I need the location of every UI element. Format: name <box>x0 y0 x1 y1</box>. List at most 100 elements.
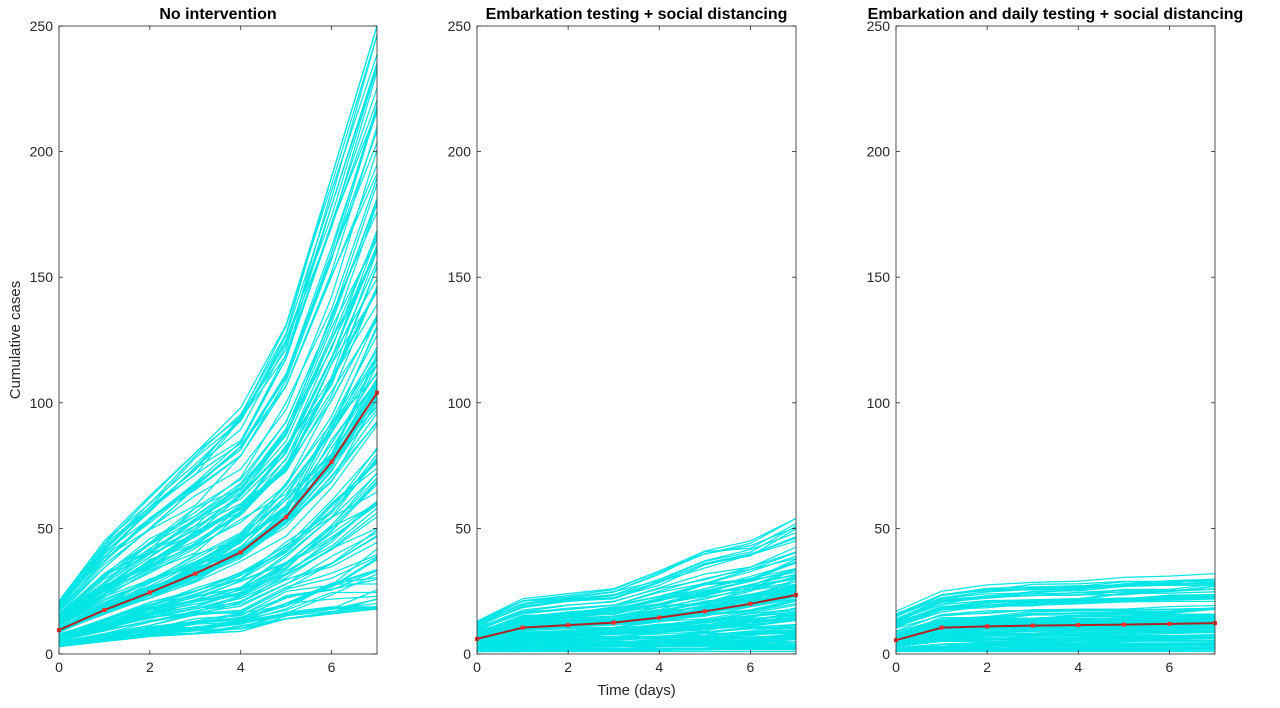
simulation-trace <box>896 633 1215 647</box>
simulation-trace <box>896 636 1215 647</box>
simulation-trace <box>59 608 377 646</box>
mean-point <box>102 608 107 613</box>
simulation-trace <box>477 614 796 644</box>
mean-point <box>284 515 289 520</box>
simulation-trace <box>59 554 377 644</box>
simulation-trace <box>477 644 796 652</box>
axes-box <box>58 25 378 655</box>
simulation-trace <box>59 320 377 625</box>
y-tick-label: 200 <box>30 144 54 160</box>
simulation-trace <box>59 34 377 602</box>
panel-2: 0 2 4 6 0 50 100 150 200 250 Embarkation testing +… <box>448 6 798 699</box>
simulation-trace <box>59 278 377 621</box>
simulation-trace <box>59 608 377 647</box>
y-axis-label: Cumulative cases <box>7 281 24 399</box>
simulation-trace <box>896 598 1215 629</box>
simulation-trace <box>477 571 796 634</box>
simulation-trace <box>59 480 377 639</box>
chart-title: Embarkation and daily testing + social d… <box>868 6 1244 23</box>
y-tick-label: 150 <box>867 269 891 285</box>
mean-point <box>657 615 662 620</box>
y-tick-label: 0 <box>45 646 53 662</box>
x-tick-label: 6 <box>747 659 755 675</box>
mean-point <box>1167 621 1172 626</box>
panel-1: 0 2 4 6 0 50 100 150 200 250 No intervention Cumula… <box>7 6 379 675</box>
simulation-trace <box>477 627 796 648</box>
simulation-trace <box>59 105 377 609</box>
simulation-trace <box>896 624 1215 642</box>
x-tick-label: 4 <box>1074 659 1082 675</box>
simulation-trace <box>59 35 377 604</box>
y-tick-label: 150 <box>448 269 472 285</box>
y-tick-label: 50 <box>874 520 890 536</box>
y-tick-label: 50 <box>37 520 53 536</box>
simulation-trace <box>59 403 377 632</box>
x-tick-label: 2 <box>983 659 991 675</box>
simulation-trace <box>59 541 377 642</box>
y-tick-label: 250 <box>867 18 891 34</box>
simulation-trace <box>477 602 796 642</box>
simulation-trace <box>477 546 796 629</box>
y-tick-label: 0 <box>463 646 471 662</box>
simulation-trace <box>896 604 1215 629</box>
mean-point <box>520 625 525 630</box>
mean-point <box>611 620 616 625</box>
chart-title: Embarkation testing + social distancing <box>486 6 788 23</box>
simulation-trace <box>59 447 377 636</box>
mean-point <box>985 624 990 629</box>
simulation-trace <box>896 588 1215 621</box>
simulation-trace <box>896 613 1215 636</box>
mean-line <box>895 622 1216 642</box>
simulation-trace <box>59 346 377 626</box>
simulation-trace <box>477 631 796 648</box>
simulation-trace <box>896 640 1215 649</box>
simulation-trace <box>59 532 377 642</box>
simulation-trace <box>59 559 377 644</box>
simulation-trace <box>477 575 796 636</box>
simulation-trace <box>896 596 1215 627</box>
x-tick-label: 0 <box>55 659 63 675</box>
simulation-trace <box>59 66 377 606</box>
mean-point <box>748 601 753 606</box>
simulation-trace <box>896 584 1215 617</box>
y-tick-label: 100 <box>448 395 472 411</box>
y-tick-label: 150 <box>30 269 54 285</box>
simulation-trace <box>59 177 377 615</box>
simulation-trace <box>59 211 377 620</box>
mean-point <box>147 590 152 595</box>
chart-title: No intervention <box>159 6 276 23</box>
simulation-trace <box>896 578 1215 615</box>
simulation-trace <box>477 528 796 625</box>
y-tick-label: 250 <box>448 18 472 34</box>
simulation-traces <box>896 572 1215 653</box>
axes-box <box>895 25 1216 655</box>
simulation-trace <box>59 164 377 612</box>
mean-point <box>1121 622 1126 627</box>
simulation-trace <box>59 569 377 645</box>
mean-point <box>238 550 243 555</box>
simulation-trace <box>59 573 377 647</box>
mean-point <box>193 571 198 576</box>
x-tick-label: 6 <box>328 659 336 675</box>
simulation-trace <box>59 467 377 637</box>
simulation-trace <box>59 266 377 622</box>
mean-point <box>1030 623 1035 628</box>
simulation-trace <box>59 26 377 602</box>
x-tick-label: 0 <box>892 659 900 675</box>
simulation-trace <box>59 398 377 632</box>
simulation-trace <box>59 595 377 646</box>
y-tick-label: 200 <box>867 144 891 160</box>
simulation-trace <box>477 638 796 649</box>
simulation-trace <box>896 630 1215 644</box>
simulation-trace <box>896 583 1215 620</box>
simulation-trace <box>59 577 377 645</box>
x-tick-label: 2 <box>146 659 154 675</box>
x-tick-label: 4 <box>237 659 245 675</box>
simulation-trace <box>59 71 377 604</box>
mean-line <box>476 594 797 640</box>
simulation-trace <box>59 477 377 638</box>
simulation-trace <box>477 555 796 630</box>
simulation-trace <box>477 523 796 624</box>
mean-point <box>939 625 944 630</box>
simulation-trace <box>59 66 377 607</box>
